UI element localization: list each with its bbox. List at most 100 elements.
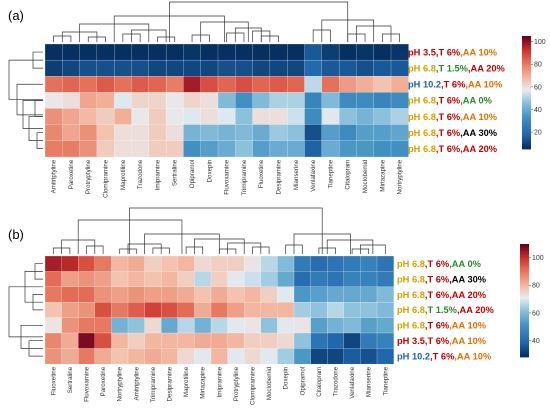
panel-a-row-labels: pH 3.5,T 6%,AA 10%pH 6.8,T 1.5%,AA 20%pH… [408, 47, 506, 154]
heatmap-cell [148, 140, 167, 158]
column-label: Trazodone [137, 159, 144, 189]
colorbar-segment [522, 71, 531, 75]
colorbar-segment [520, 302, 529, 305]
heatmap-cell [390, 124, 409, 142]
heatmap-cell [235, 140, 254, 158]
colorbar-segment [520, 253, 529, 256]
row-label: pH 3.5,T 6%,AA 10% [397, 336, 487, 346]
heatmap-cell [161, 286, 179, 303]
heatmap-cell [114, 59, 132, 77]
column-label: Moclobemid [362, 159, 369, 193]
colorbar-segment [520, 340, 529, 343]
heatmap-cell [127, 255, 146, 272]
heatmap-cell [260, 255, 278, 272]
colorbar-segment [522, 111, 531, 114]
colorbar-segment [522, 133, 531, 137]
column-label: Mianserine [293, 159, 300, 190]
heatmap-cell [114, 140, 132, 158]
heatmap-cell [210, 317, 229, 334]
heatmap-cell [321, 43, 340, 61]
colorbar-segment [520, 268, 529, 271]
heatmap-cell [194, 302, 212, 319]
colorbar-segment [520, 279, 529, 283]
heatmap-cell [148, 43, 167, 61]
column-label: Fluvoxamine [84, 366, 91, 402]
heatmap-cell [127, 302, 146, 319]
heatmap-cell [287, 43, 305, 61]
column-label: Fluoxetine [50, 366, 57, 395]
row-label-part: ,T 6% [436, 96, 461, 106]
heatmap-cell [144, 255, 162, 272]
colorbar-segment [522, 60, 531, 63]
row-label-part: ,AA 0% [460, 96, 492, 106]
heatmap-cell [144, 317, 162, 334]
column-dendrogram-link [326, 239, 374, 254]
heatmap-cell [62, 108, 81, 125]
panel-b-column-dendrogram [52, 207, 386, 254]
heatmap-cell [44, 255, 63, 272]
heatmap-cell [260, 286, 278, 303]
column-label: Maprotiline [183, 366, 190, 397]
colorbar-segment [520, 249, 529, 252]
column-dendrogram-link [77, 219, 183, 254]
colorbar-segment [520, 351, 529, 354]
heatmap-cell [94, 302, 112, 319]
column-label: Maprotiline [120, 159, 127, 190]
heatmap-cell [79, 124, 98, 142]
colorbar-segment [520, 287, 529, 290]
heatmap-cell [183, 124, 202, 142]
heatmap-cell [310, 332, 328, 349]
heatmap-cell [376, 255, 395, 272]
heatmap-cell [227, 286, 245, 303]
colorbar-tick-label: 60 [532, 310, 540, 317]
colorbar-segment [522, 90, 531, 93]
colorbar-segment [520, 244, 529, 247]
heatmap-cell [96, 124, 115, 142]
heatmap-cell [287, 140, 305, 158]
row-label-part: ,T 6% [436, 144, 461, 154]
row-dendrogram-link [8, 286, 43, 338]
heatmap-cell [94, 332, 112, 349]
colorbar-segment [522, 56, 531, 59]
row-label-part: pH 6.8 [397, 259, 425, 269]
row-label: pH 6.8,T 6%,AA 20% [397, 290, 487, 300]
heatmap-cell [244, 286, 262, 303]
heatmap-cell [94, 271, 112, 288]
heatmap-cell [148, 92, 167, 109]
heatmap-cell [161, 348, 179, 365]
row-label-part: ,AA 0% [449, 259, 481, 269]
heatmap-cell [44, 108, 63, 125]
colorbar-segment [520, 334, 529, 337]
row-label-part: pH 6.8 [408, 63, 436, 73]
colorbar-segment [520, 266, 529, 269]
panel-a-colorbar: 20 40 60 80 100 [522, 36, 546, 150]
column-label: Sertraline [172, 159, 179, 186]
colorbar-segment [522, 36, 531, 39]
heatmap-cell [131, 124, 150, 142]
heatmap-cell [390, 92, 409, 109]
row-dendrogram-link [22, 100, 43, 129]
colorbar-segment [522, 58, 531, 61]
heatmap-cell [356, 108, 375, 125]
heatmap-cell [161, 302, 179, 319]
colorbar-segment [520, 292, 529, 296]
heatmap-cell [144, 332, 162, 349]
colorbar-segment [520, 257, 529, 260]
colorbar-segment [520, 338, 529, 341]
colorbar-segment [520, 353, 529, 356]
heatmap-cell [376, 317, 395, 334]
heatmap-cell [327, 255, 345, 272]
heatmap-cell [62, 59, 81, 77]
heatmap-cell [78, 302, 96, 319]
colorbar-segment [520, 259, 529, 262]
colorbar-segment [522, 118, 531, 122]
row-label-part: pH 6.8 [397, 290, 425, 300]
heatmap-cell [127, 348, 146, 365]
colorbar-segment [522, 84, 531, 88]
heatmap-cell [277, 302, 295, 319]
colorbar-segment [522, 94, 531, 97]
heatmap-cell [44, 92, 63, 109]
heatmap-cell [44, 140, 63, 158]
colorbar-segment [520, 255, 529, 258]
heatmap-cell [194, 348, 212, 365]
